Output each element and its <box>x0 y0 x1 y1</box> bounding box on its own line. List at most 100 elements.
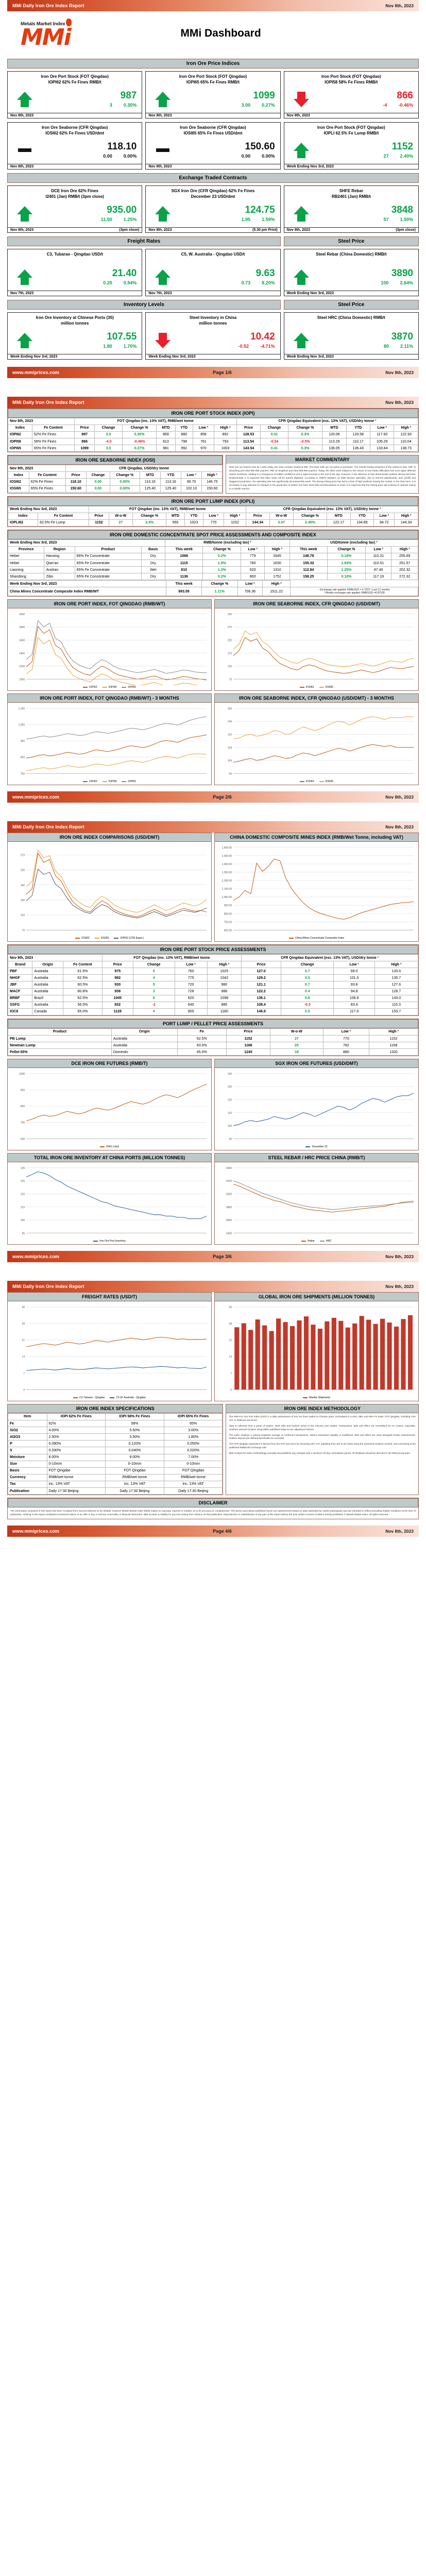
table-cell: 1152 <box>224 519 247 527</box>
table-cell: 0.120% <box>105 1440 164 1448</box>
table-cell: 18 <box>270 1048 323 1056</box>
legend-item: Weekly Shipments <box>302 1396 330 1399</box>
kpi-direction <box>11 91 39 107</box>
y-axis-tick-label: 950.00 <box>224 904 232 907</box>
table-cell: 800 <box>241 573 265 581</box>
page-header-bar: MMi Daily Iron Ore Index Report Nov 8th,… <box>7 396 419 408</box>
table-cell: Anshan <box>44 566 75 574</box>
website-link[interactable]: www.mmiprices.com <box>12 1254 59 1260</box>
legend-label: C5 W. Australia - Qingdao <box>116 1396 146 1399</box>
kpi-tile[interactable]: Iron Ore Seaborne (CFR Qingdao) IOSI65 65… <box>145 122 281 170</box>
composite-high: 1511.22 <box>262 587 291 597</box>
chart-svg: 90 100 110 120 130 140 <box>228 1073 414 1141</box>
table-cell: Daily 17:30 Beijing <box>105 1487 164 1495</box>
table-cell: 880 <box>322 1048 370 1056</box>
table-row: Newman Lump Australia 63.0% 1168 25 782 1168 <box>8 1042 418 1049</box>
table-row: Shandong Zibo 65% Fe Concentrate Dry 1136 0.2… <box>7 573 418 581</box>
table-cell: 65% <box>163 1420 223 1428</box>
kpi-tile[interactable]: Iron Ore Port Stock (FOT Qingdao) IOPI65 … <box>145 71 281 118</box>
legend-swatch <box>302 1397 308 1398</box>
kpi-values: 10.42 -0.52 -4.71% <box>177 332 277 349</box>
kpi-tile[interactable]: Iron Ore Seaborne (CFR Qingdao) IOSI62 62… <box>7 122 143 170</box>
kpi-tile[interactable]: C3, Tubarao - Qingdao USD/t 21.40 0.20 0.94… <box>7 248 143 296</box>
kpi-tile[interactable]: Steel Rebar (China Domestic) RMB/t 3890 10… <box>283 248 419 296</box>
kpi-date: Nov 8th, 2023 <box>148 228 172 232</box>
table-cell: 121.1 <box>241 981 282 989</box>
legend-item: IOPI65 <box>122 780 136 783</box>
kpi-label: Steel HRC (China Domestic) RMB/t <box>287 315 415 327</box>
table-cell: -0.3 <box>281 1001 334 1009</box>
kpi-change-pct: 0.30% <box>123 103 137 108</box>
column-header: Origin <box>32 961 63 969</box>
table-cell: Brazil <box>32 994 63 1002</box>
table-cell: 144.34 <box>394 519 418 527</box>
spec-table-block: Item IOPI 62% Fe Fines IOPI 58% Fe Fines IO… <box>7 1413 224 1496</box>
kpi-tile[interactable]: C5, W. Australia - Qingdao USD/t 9.63 0.73… <box>145 248 281 296</box>
table-cell: 2.46% <box>293 519 328 527</box>
column-header: Change <box>94 424 123 432</box>
table-cell: 0.3% <box>287 445 323 452</box>
kpi-body: 1152 27 2.40% <box>287 137 415 164</box>
table-cell: 153.7 <box>374 1008 419 1015</box>
kpi-body: 987 3 0.30% <box>11 86 139 113</box>
kpi-price: 107.55 <box>107 331 137 343</box>
table-cell: 272.32 <box>391 573 418 581</box>
website-link[interactable]: www.mmiprices.com <box>12 1528 59 1534</box>
kpi-tile[interactable]: Steel Inventory in China million tonnes 10… <box>145 312 281 360</box>
page-title: MMi Dashboard <box>180 27 261 39</box>
kpi-values: 107.55 1.80 1.70% <box>39 332 139 349</box>
website-link[interactable]: www.mmiprices.com <box>12 369 59 375</box>
kpi-tile[interactable]: Steel HRC (China Domestic) RMB/t 3870 80 2.… <box>283 312 419 360</box>
kpi-tile[interactable]: Iron Ore Port Stock (FOT Qingdao) IOPLI 6… <box>283 122 419 170</box>
port-assessment-block: IRON ORE PORT STOCK PRICE ASSESSMENTS No… <box>7 944 419 1016</box>
column-header: Change % <box>293 512 328 520</box>
y-axis-tick-label: 190 <box>21 884 25 887</box>
table-cell: 0.5 <box>281 1008 334 1015</box>
kpi-tile[interactable]: Iron Port Stock (FOT Qingdao) IOPI58 58% … <box>283 71 419 118</box>
table-cell: Canada <box>32 1008 63 1015</box>
table-cell: 150.60 <box>201 485 223 493</box>
kpi-price: 150.60 <box>245 141 275 152</box>
table-title: PORT LUMP / PELLET PRICE ASSESSMENTS <box>8 1019 418 1028</box>
kpi-change: 11.50 <box>100 217 112 223</box>
table-cell: 150.60 <box>65 485 87 493</box>
chart-title: DCE IRON ORE FUTURES (RMB/T) <box>7 1059 212 1069</box>
table-cell: 780 <box>241 560 265 567</box>
table-cell: 127.0 <box>241 968 282 975</box>
kpi-price: 118.10 <box>107 141 137 152</box>
y-axis-tick-label: 110 <box>21 914 25 917</box>
legend-swatch <box>122 687 127 688</box>
table-cell: 8.00% <box>46 1453 106 1461</box>
table-cell: 136.05 <box>322 445 347 452</box>
arrow-up-icon <box>17 269 32 285</box>
kpi-tile[interactable]: SHFE Rebar RB2401 (Jan) RMB/t 3848 57 1.50% N… <box>283 185 419 233</box>
table-cell: 87.40 <box>365 566 392 574</box>
kpi-tile[interactable]: Iron Ore Inventory at Chinese Ports (35)… <box>7 312 143 360</box>
table-row: IOPI65 65% Fe Fines 1099 3.0 0.27% 981 992 970 1… <box>7 445 418 452</box>
table-cell: 6 <box>132 994 175 1002</box>
kpi-direction <box>149 148 177 152</box>
column-header: Low ² <box>181 471 202 479</box>
y-axis-tick-label: 1,550.00 <box>221 855 232 858</box>
table-date: Nov 8th, 2023 <box>8 465 66 472</box>
table-cell: 255.69 <box>391 552 418 561</box>
page-header-bar: MMi Daily Iron Ore Index Report Nov 8th,… <box>7 0 419 11</box>
kpi-tile[interactable]: DCE Iron Ore 62% Fines I2401 (Jan) RMB/t … <box>7 185 143 233</box>
chart-row-3: IRON ORE INDEX COMPARISONS (USD/DMT) 70 1… <box>7 833 419 942</box>
table-cell: 1098 <box>207 994 242 1002</box>
table-cell: Publication <box>8 1487 47 1495</box>
kpi-tile[interactable]: Iron Ore Port Stock (FOT Qingdao) IOPI62 … <box>7 71 143 118</box>
kpi-change-pct: 2.64% <box>400 280 413 286</box>
table-cell: Hebei <box>7 560 45 567</box>
legend-item: December 23 <box>305 1145 328 1148</box>
legend-item: Iron Ore Port Inventory <box>93 1240 126 1243</box>
website-link[interactable]: www.mmiprices.com <box>12 794 59 800</box>
chart-legend: December 23 <box>216 1145 417 1148</box>
column-header: Change % <box>201 580 238 588</box>
y-axis-tick-label: 1,150 <box>19 707 25 710</box>
chart-title: FREIGHT RATES (USD/T) <box>7 1292 212 1302</box>
column-header: MTD <box>156 424 176 432</box>
table-cell: 1115 <box>165 560 203 567</box>
kpi-tile[interactable]: SGX Iron Ore (CFR Qingdao) 62% Fe Fines D… <box>145 185 281 233</box>
column-header: Low ² <box>237 580 263 588</box>
